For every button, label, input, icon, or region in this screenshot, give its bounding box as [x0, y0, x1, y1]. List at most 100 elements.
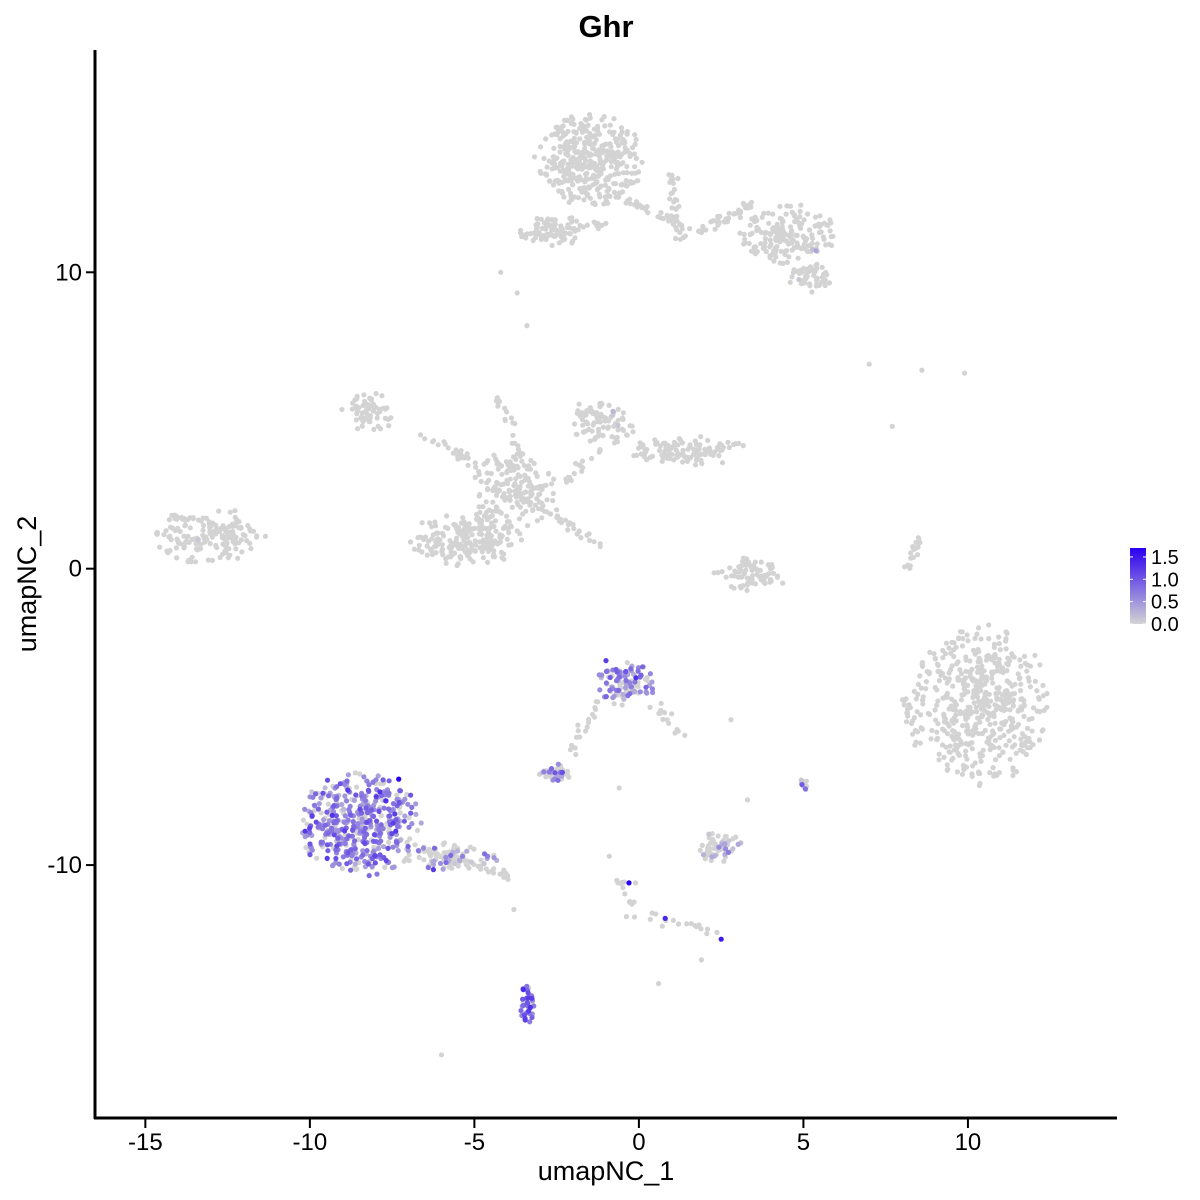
cell-point — [335, 835, 341, 841]
cell-point — [742, 236, 748, 243]
cell-point — [419, 520, 425, 526]
cell-point — [1010, 703, 1016, 709]
cell-point — [579, 468, 585, 474]
cell-point — [692, 462, 699, 468]
cell-point — [538, 216, 544, 222]
cell-point — [479, 523, 485, 529]
cell-point — [913, 539, 919, 546]
cell-point — [433, 543, 439, 549]
cell-point — [478, 531, 485, 538]
cell-point — [334, 818, 340, 824]
cell-point — [177, 540, 183, 547]
cell-point — [996, 753, 1003, 759]
cell-point — [809, 289, 815, 295]
cell-point — [307, 852, 313, 858]
cell-point — [969, 666, 975, 672]
cell-point — [356, 405, 362, 411]
cell-point — [586, 716, 592, 723]
cell-point — [670, 917, 677, 923]
cell-point — [466, 540, 472, 546]
cell-point — [471, 846, 477, 852]
cell-point — [495, 466, 501, 472]
cell-point — [740, 583, 746, 589]
cell-point — [514, 463, 520, 469]
cell-point — [363, 805, 369, 811]
color-legend-bar — [1130, 548, 1146, 624]
legend-tick-label: 0.5 — [1151, 592, 1179, 614]
cell-point — [497, 871, 503, 877]
cell-point — [359, 423, 365, 429]
cell-point — [942, 675, 948, 681]
cell-point — [1018, 707, 1025, 713]
cell-point — [597, 404, 603, 410]
cell-point — [866, 361, 872, 367]
cell-point — [673, 206, 679, 212]
cell-point — [525, 483, 532, 489]
cell-point — [649, 910, 655, 916]
cell-point — [675, 921, 682, 927]
cell-point — [520, 1002, 527, 1008]
cell-point — [427, 520, 433, 526]
cell-point — [723, 574, 729, 580]
cell-point — [233, 546, 239, 552]
cell-point — [232, 508, 238, 514]
cell-point — [514, 290, 520, 296]
cell-point — [389, 831, 395, 837]
cell-point — [730, 846, 736, 852]
cell-point — [917, 740, 924, 746]
cell-point — [1025, 675, 1031, 681]
cell-point — [364, 810, 371, 816]
cell-point — [951, 737, 957, 743]
cell-point — [455, 541, 461, 547]
cell-point — [1024, 662, 1030, 668]
cell-point — [508, 415, 514, 421]
cell-point — [746, 559, 752, 566]
cell-point — [521, 499, 527, 505]
cell-point — [341, 819, 347, 825]
cell-point — [346, 807, 352, 813]
cell-point — [946, 676, 952, 682]
cell-point — [455, 848, 461, 854]
cell-point — [798, 281, 805, 287]
cell-point — [591, 714, 598, 720]
cell-point — [783, 211, 789, 217]
cell-point — [649, 686, 656, 692]
cell-point — [780, 580, 786, 586]
cell-point — [511, 482, 517, 489]
cell-point — [772, 250, 778, 256]
cell-point — [655, 214, 661, 220]
cell-point — [704, 931, 710, 937]
cell-point — [975, 625, 982, 631]
cell-point — [587, 405, 593, 411]
cell-point — [487, 545, 494, 551]
cell-point — [485, 559, 491, 566]
cell-point — [445, 445, 451, 451]
cell-point — [568, 190, 574, 196]
cell-point — [318, 839, 324, 845]
cell-point — [945, 721, 951, 727]
cell-point — [598, 166, 604, 172]
cell-point — [776, 227, 783, 233]
cell-point — [571, 525, 577, 532]
cell-point — [740, 200, 747, 206]
cell-point — [551, 131, 558, 137]
cell-point — [1021, 653, 1028, 660]
cell-point — [587, 438, 593, 444]
cell-point — [416, 542, 422, 548]
cell-point — [988, 742, 994, 749]
cell-point — [474, 511, 480, 518]
cell-point — [375, 845, 382, 852]
cell-point — [944, 692, 950, 698]
cell-point — [1010, 691, 1016, 697]
cell-point — [431, 438, 437, 444]
cell-point — [383, 798, 389, 804]
cell-point — [819, 279, 825, 285]
cell-point — [605, 424, 612, 430]
cell-point — [819, 264, 825, 270]
cell-point — [603, 177, 609, 183]
cell-point — [591, 420, 597, 426]
cell-point — [623, 178, 629, 184]
cell-point — [385, 845, 391, 852]
cell-point — [684, 458, 691, 464]
cell-point — [679, 440, 686, 446]
